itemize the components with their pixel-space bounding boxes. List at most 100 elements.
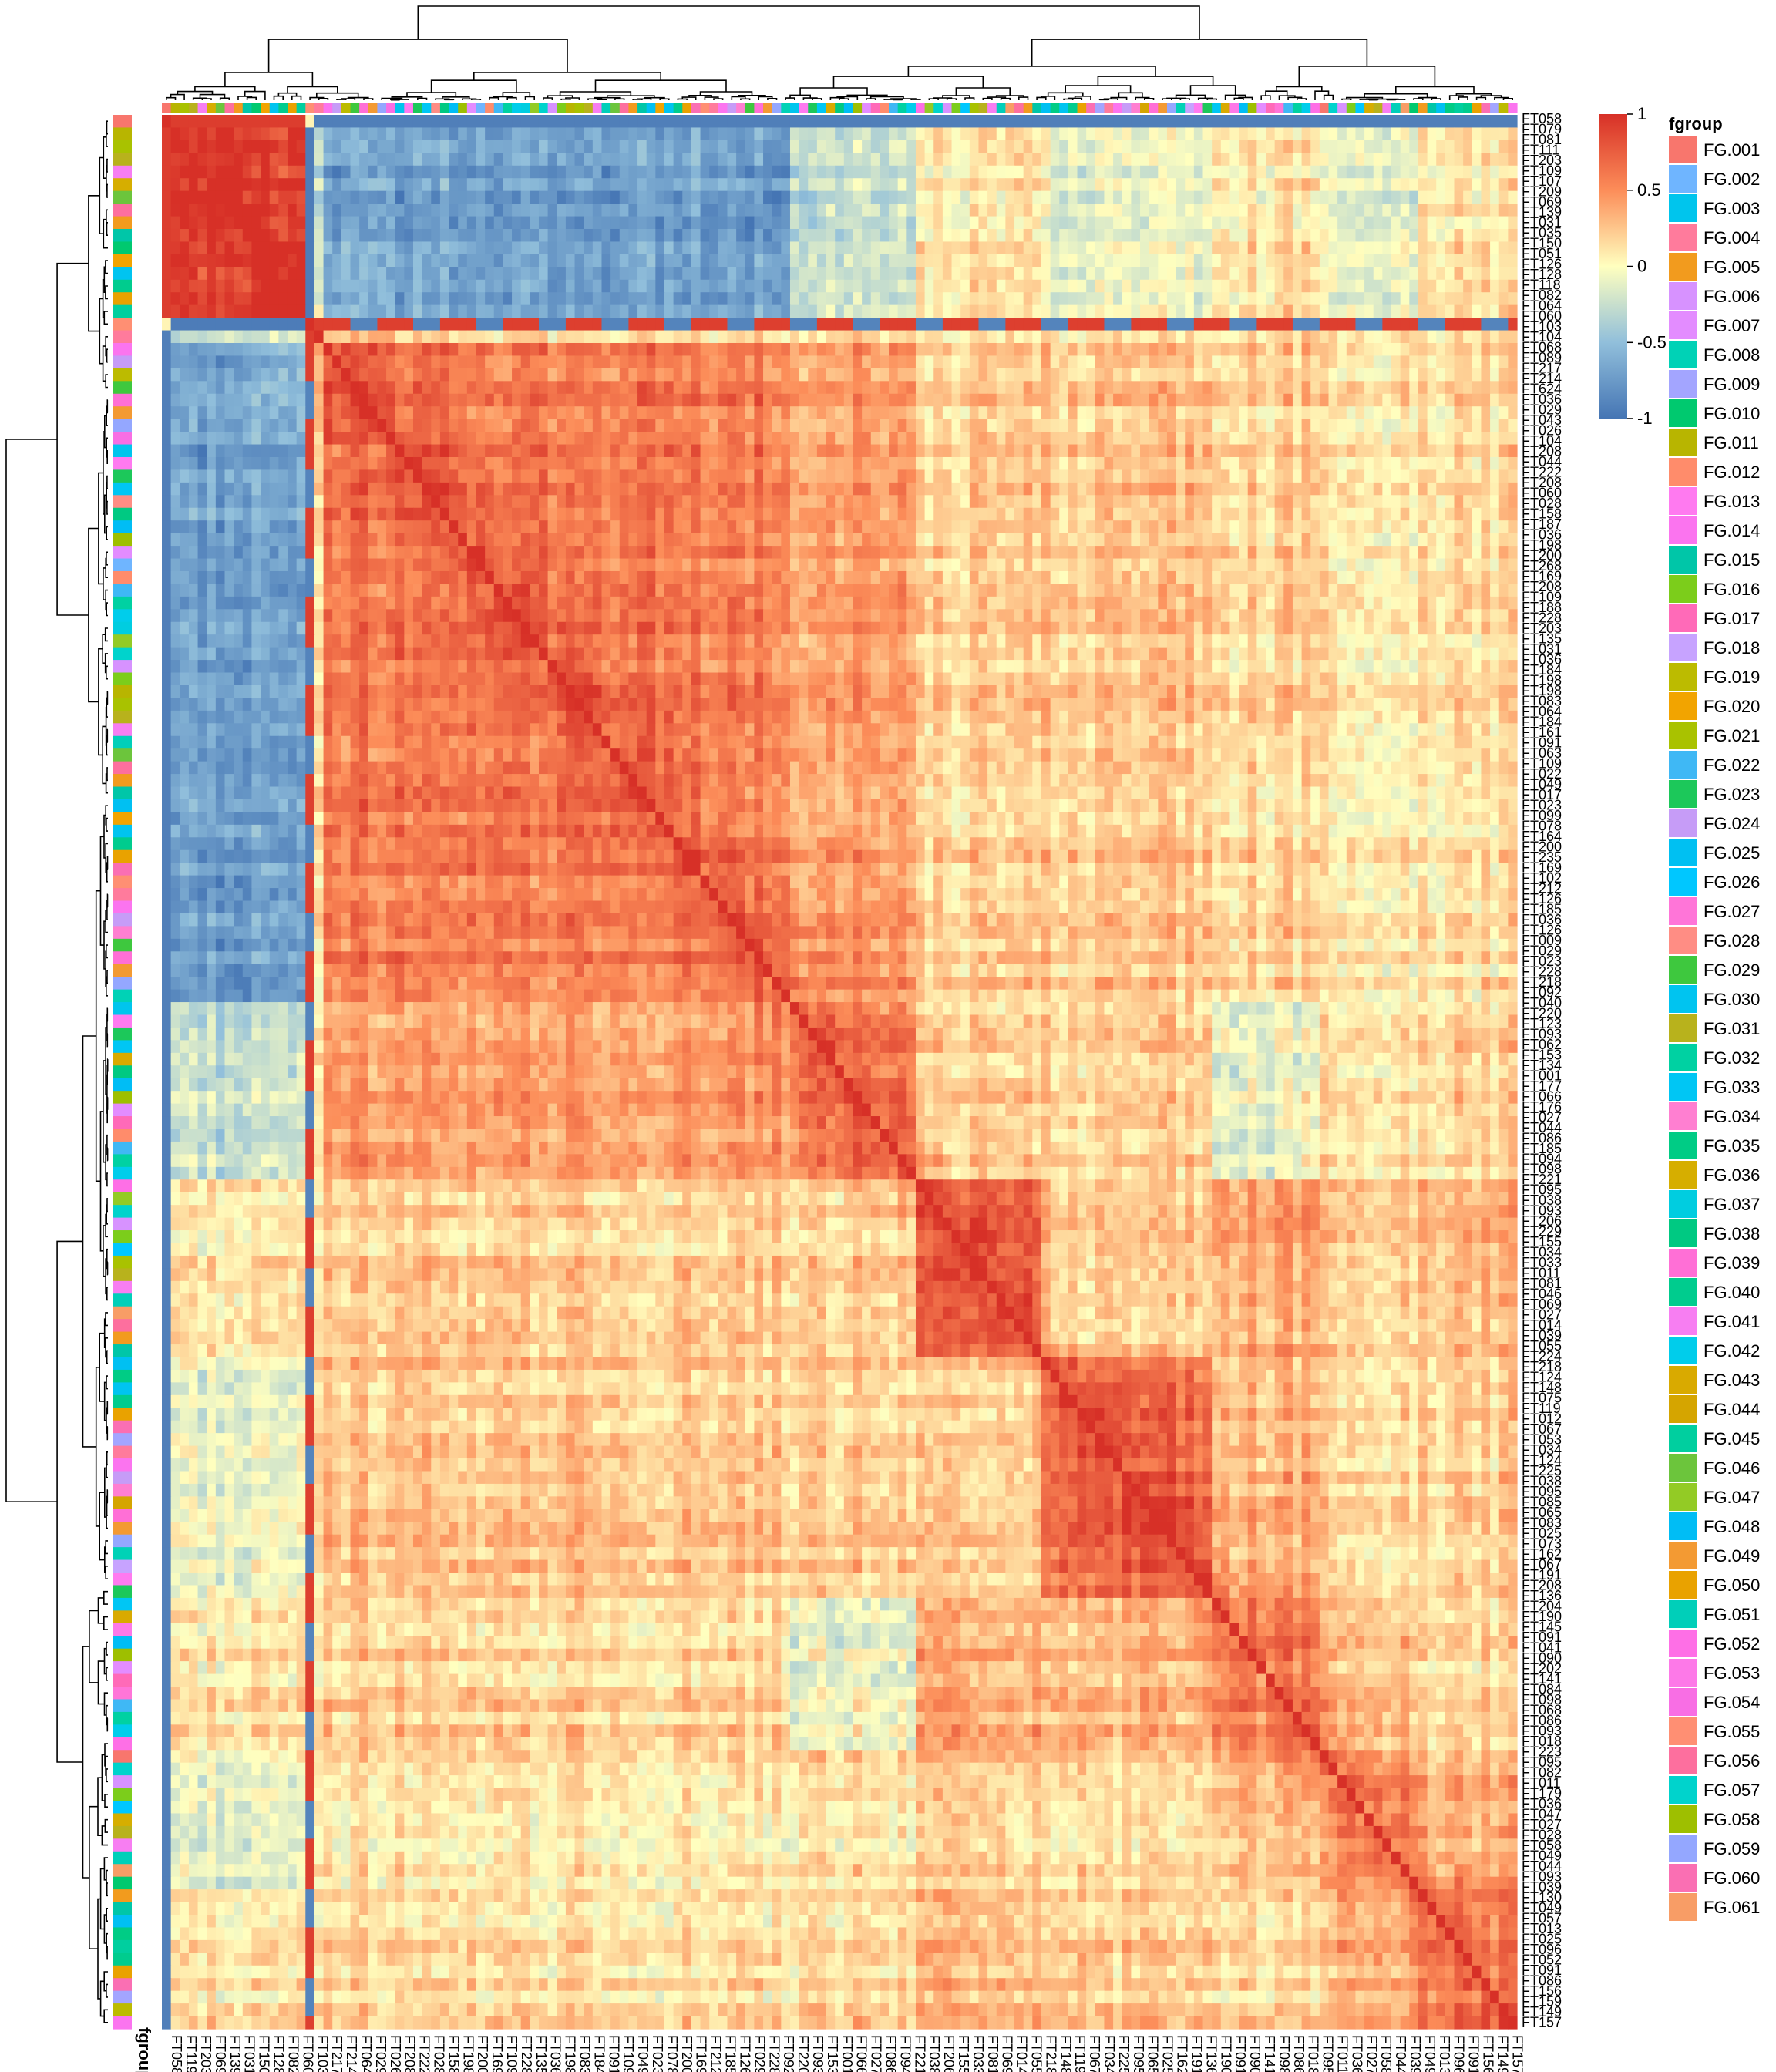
heatmap-cell bbox=[1032, 342, 1042, 357]
heatmap-cell bbox=[188, 393, 199, 407]
heatmap-cell bbox=[951, 292, 961, 306]
heatmap-cell bbox=[1032, 115, 1042, 129]
heatmap-cell bbox=[619, 456, 629, 471]
row-annotation-cell bbox=[113, 1699, 132, 1713]
heatmap-cell bbox=[269, 330, 279, 344]
heatmap-cell bbox=[906, 153, 917, 166]
heatmap-cell bbox=[942, 393, 953, 407]
heatmap-cell bbox=[1445, 355, 1455, 369]
heatmap-cell bbox=[1481, 406, 1491, 420]
column-annotation-cell bbox=[1418, 103, 1428, 113]
heatmap-cell bbox=[960, 216, 970, 230]
heatmap-cell bbox=[987, 469, 997, 483]
heatmap-cell bbox=[341, 292, 352, 306]
heatmap-cell bbox=[1292, 228, 1303, 243]
heatmap-cell bbox=[485, 444, 495, 458]
column-annotation-cell bbox=[978, 103, 988, 113]
heatmap-cell bbox=[1256, 368, 1266, 382]
heatmap-cell bbox=[242, 178, 253, 192]
heatmap-cell bbox=[969, 432, 980, 446]
heatmap-cell bbox=[987, 228, 997, 243]
heatmap-cell bbox=[1095, 254, 1105, 267]
heatmap-cell bbox=[269, 267, 279, 281]
heatmap-cell bbox=[1301, 304, 1311, 318]
heatmap-cell bbox=[1176, 204, 1186, 217]
heatmap-cell bbox=[305, 393, 315, 407]
heatmap-cell bbox=[234, 153, 244, 166]
heatmap-cell bbox=[162, 368, 172, 382]
heatmap-cell bbox=[862, 355, 872, 369]
heatmap-cell bbox=[574, 228, 584, 243]
heatmap-cell bbox=[1005, 381, 1015, 395]
heatmap-cell bbox=[843, 393, 854, 407]
heatmap-cell bbox=[1400, 216, 1410, 230]
heatmap-cell bbox=[1202, 115, 1213, 129]
heatmap-cell bbox=[1463, 216, 1473, 230]
heatmap-cell bbox=[1490, 127, 1500, 141]
heatmap-cell bbox=[826, 292, 836, 306]
heatmap-cell bbox=[1014, 381, 1024, 395]
heatmap-cell bbox=[655, 342, 665, 357]
heatmap-cell bbox=[1463, 342, 1473, 357]
heatmap-cell bbox=[772, 165, 782, 179]
heatmap-cell bbox=[278, 304, 288, 318]
heatmap-cell bbox=[251, 204, 261, 217]
heatmap-cell bbox=[1463, 140, 1473, 153]
heatmap-cell bbox=[557, 178, 567, 192]
heatmap-cell bbox=[305, 432, 315, 446]
heatmap-cell bbox=[368, 115, 378, 129]
heatmap-cell bbox=[512, 115, 522, 129]
heatmap-cell bbox=[1050, 419, 1060, 432]
column-annotation-cell bbox=[1409, 103, 1419, 113]
heatmap-cell bbox=[485, 456, 495, 471]
heatmap-cell bbox=[314, 419, 325, 432]
row-annotation-cell bbox=[113, 533, 132, 547]
heatmap-cell bbox=[1193, 355, 1204, 369]
heatmap-cell bbox=[601, 267, 611, 281]
heatmap-cell bbox=[458, 444, 468, 458]
heatmap-cell bbox=[547, 190, 557, 204]
heatmap-cell bbox=[619, 241, 629, 255]
heatmap-cell bbox=[718, 115, 728, 129]
heatmap-cell bbox=[1229, 393, 1240, 407]
heatmap-cell bbox=[1400, 140, 1410, 153]
heatmap-cell bbox=[853, 318, 863, 331]
heatmap-cell bbox=[574, 330, 584, 344]
heatmap-cell bbox=[897, 279, 907, 293]
heatmap-cell bbox=[673, 115, 683, 129]
row-fgroup-annotation bbox=[113, 115, 132, 2030]
heatmap-cell bbox=[1023, 204, 1033, 217]
heatmap-cell bbox=[1256, 342, 1266, 357]
heatmap-cell bbox=[1095, 406, 1105, 420]
heatmap-cell bbox=[449, 318, 459, 331]
heatmap-cell bbox=[754, 204, 764, 217]
heatmap-cell bbox=[637, 216, 648, 230]
heatmap-cell bbox=[1212, 267, 1222, 281]
dendrogram-branch bbox=[336, 99, 347, 100]
heatmap-cell bbox=[1005, 254, 1015, 267]
heatmap-cell bbox=[251, 406, 261, 420]
heatmap-cell bbox=[915, 393, 926, 407]
heatmap-cell bbox=[296, 381, 306, 395]
heatmap-cell bbox=[197, 204, 207, 217]
column-annotation-cell bbox=[1346, 103, 1357, 113]
heatmap-cell bbox=[808, 140, 818, 153]
heatmap-cell bbox=[1391, 469, 1401, 483]
heatmap-cell bbox=[1463, 318, 1473, 331]
heatmap-cell bbox=[1256, 355, 1266, 369]
heatmap-cell bbox=[1131, 127, 1141, 141]
heatmap-cell bbox=[897, 304, 907, 318]
row-annotation-cell bbox=[113, 381, 132, 395]
heatmap-cell bbox=[493, 330, 504, 344]
heatmap-cell bbox=[1193, 432, 1204, 446]
heatmap-cell bbox=[439, 406, 450, 420]
heatmap-cell bbox=[843, 419, 854, 432]
heatmap-cell bbox=[799, 228, 809, 243]
heatmap-cell bbox=[1328, 318, 1338, 331]
heatmap-cell bbox=[1059, 444, 1069, 458]
heatmap-cell bbox=[1427, 355, 1437, 369]
heatmap-cell bbox=[673, 432, 683, 446]
heatmap-cell bbox=[709, 342, 719, 357]
heatmap-cell bbox=[1355, 355, 1365, 369]
heatmap-cell bbox=[1032, 419, 1042, 432]
